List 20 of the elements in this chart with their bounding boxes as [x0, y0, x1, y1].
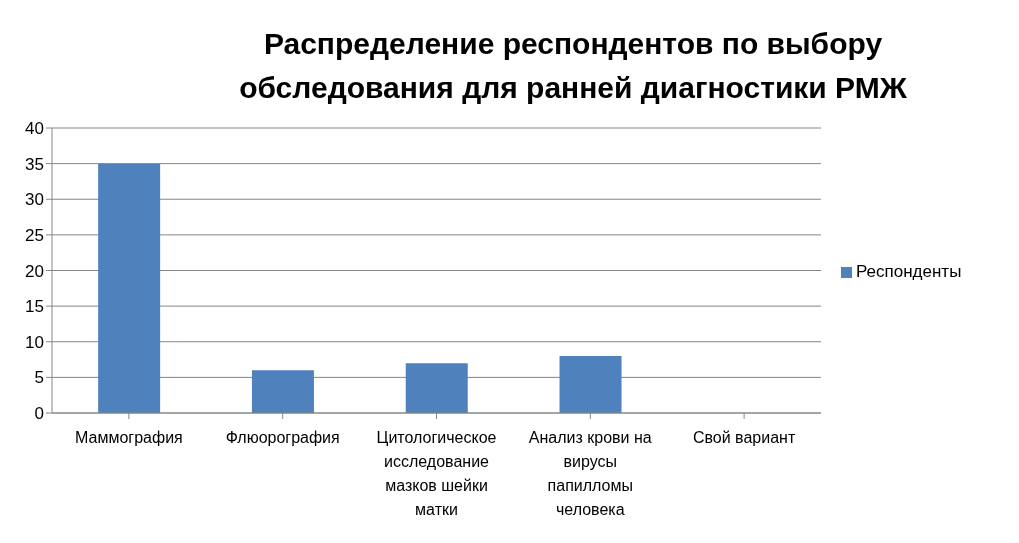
bar	[405, 363, 468, 413]
y-tick-label: 35	[25, 154, 44, 174]
x-tick-label: Флюорография	[225, 429, 340, 446]
chart-title: Распределение респондентов по выбору обследования для ранней диагностики РМЖ	[238, 26, 908, 106]
y-tick-label: 15	[25, 297, 44, 317]
bar	[98, 163, 161, 413]
y-tick-label: 30	[25, 190, 44, 210]
bar	[559, 356, 622, 413]
bar	[251, 370, 314, 413]
y-tick-label: 40	[25, 119, 44, 139]
y-tick-label: 20	[25, 261, 44, 281]
x-tick-label: Цитологическое исследование мазков шейки матки	[376, 429, 497, 518]
y-tick-label: 0	[34, 404, 44, 424]
x-tick-label: Маммография	[75, 429, 183, 446]
x-tick-label: Анализ крови на вирусы папилломы человека	[528, 429, 652, 518]
legend-label: Респонденты	[856, 261, 962, 281]
y-tick-label: 5	[34, 368, 44, 388]
y-tick-label: 10	[25, 332, 44, 352]
x-tick-label: Свой вариант	[692, 429, 796, 446]
y-tick-label: 25	[25, 225, 44, 245]
